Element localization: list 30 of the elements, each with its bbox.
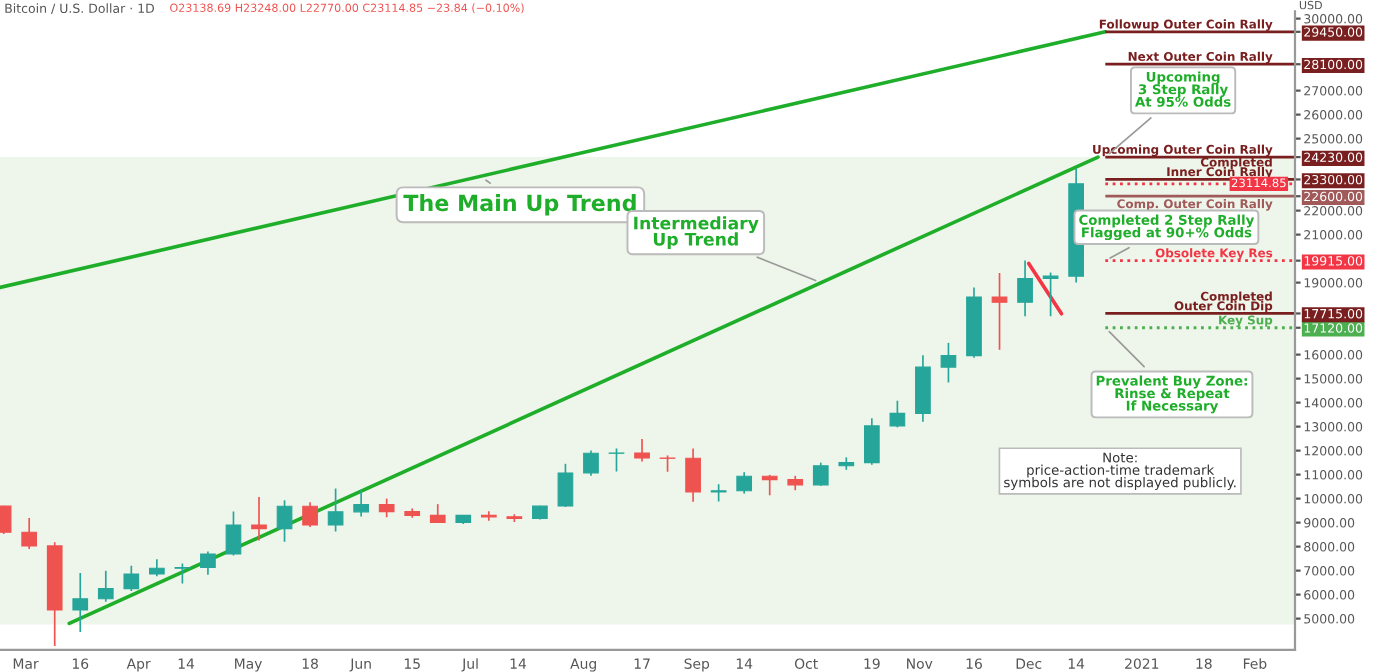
candlestick xyxy=(761,474,778,497)
candlestick xyxy=(991,272,1008,351)
candlestick xyxy=(378,497,395,519)
candlestick xyxy=(174,562,191,585)
candlestick xyxy=(583,449,599,477)
candlestick xyxy=(634,438,650,463)
candlestick xyxy=(812,461,829,487)
candlestick xyxy=(72,572,89,633)
candlestick xyxy=(200,550,216,576)
candlestick xyxy=(21,517,38,550)
candlestick xyxy=(225,510,242,557)
candlestick xyxy=(863,417,880,466)
candlestick xyxy=(608,447,625,473)
candlestick xyxy=(1017,259,1033,318)
candlestick xyxy=(940,342,957,384)
candlestick xyxy=(97,570,114,603)
candlestick xyxy=(123,564,140,592)
candlestick xyxy=(915,354,931,423)
candlestick xyxy=(889,399,906,429)
candlestick xyxy=(251,496,267,542)
candlestick xyxy=(327,487,344,533)
candlestick xyxy=(302,501,318,528)
candlestick xyxy=(685,447,701,503)
annotation: Intermediary Up Trend xyxy=(634,216,759,250)
candlestick xyxy=(736,471,753,495)
annotation: The Main Up Trend xyxy=(403,194,636,216)
candlestick xyxy=(353,488,369,518)
candlestick xyxy=(557,462,574,508)
candlestick xyxy=(1042,271,1059,318)
candlestick xyxy=(276,499,293,543)
